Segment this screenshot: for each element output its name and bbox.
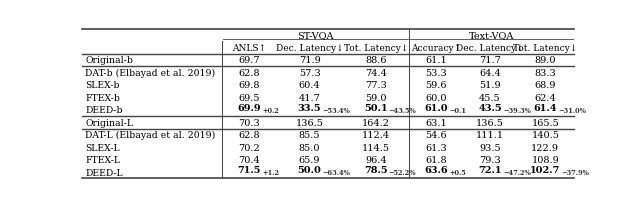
Text: SLEX-b: SLEX-b xyxy=(86,81,120,90)
Text: 53.3: 53.3 xyxy=(425,68,447,77)
Text: +0.2: +0.2 xyxy=(262,106,279,114)
Text: −37.9%: −37.9% xyxy=(561,168,589,176)
Text: 61.3: 61.3 xyxy=(425,143,447,152)
Text: 71.7: 71.7 xyxy=(479,56,501,65)
Text: 108.9: 108.9 xyxy=(531,156,559,164)
Text: 77.3: 77.3 xyxy=(365,81,387,90)
Text: 61.0: 61.0 xyxy=(424,103,448,112)
Text: 136.5: 136.5 xyxy=(296,118,324,127)
Text: Tot. Latency↓: Tot. Latency↓ xyxy=(513,44,577,53)
Text: 62.4: 62.4 xyxy=(534,93,556,102)
Text: 43.5: 43.5 xyxy=(478,103,502,112)
Text: Dec. Latency↓: Dec. Latency↓ xyxy=(456,44,524,53)
Text: 70.4: 70.4 xyxy=(239,156,260,164)
Text: Text-VQA: Text-VQA xyxy=(468,31,514,40)
Text: 69.5: 69.5 xyxy=(239,93,260,102)
Text: +0.5: +0.5 xyxy=(449,168,465,176)
Text: 164.2: 164.2 xyxy=(362,118,390,127)
Text: 74.4: 74.4 xyxy=(365,68,387,77)
Text: 57.3: 57.3 xyxy=(299,68,321,77)
Text: 60.4: 60.4 xyxy=(299,81,321,90)
Text: 61.4: 61.4 xyxy=(534,103,557,112)
Text: −0.1: −0.1 xyxy=(449,106,466,114)
Text: 85.5: 85.5 xyxy=(299,131,321,140)
Text: 71.9: 71.9 xyxy=(299,56,321,65)
Text: 114.5: 114.5 xyxy=(362,143,390,152)
Text: 71.5: 71.5 xyxy=(237,165,261,174)
Text: 59.0: 59.0 xyxy=(365,93,387,102)
Text: 112.4: 112.4 xyxy=(362,131,390,140)
Text: FTEX-b: FTEX-b xyxy=(86,93,120,102)
Text: 72.1: 72.1 xyxy=(478,165,502,174)
Text: 63.1: 63.1 xyxy=(425,118,447,127)
Text: 69.7: 69.7 xyxy=(239,56,260,65)
Text: 60.0: 60.0 xyxy=(425,93,447,102)
Text: 102.7: 102.7 xyxy=(530,165,561,174)
Text: −43.5%: −43.5% xyxy=(388,106,417,114)
Text: 122.9: 122.9 xyxy=(531,143,559,152)
Text: 51.9: 51.9 xyxy=(479,81,501,90)
Text: 62.8: 62.8 xyxy=(239,131,260,140)
Text: −52.2%: −52.2% xyxy=(388,168,416,176)
Text: 89.0: 89.0 xyxy=(534,56,556,65)
Text: DAT-L (Elbayad et al. 2019): DAT-L (Elbayad et al. 2019) xyxy=(86,131,216,140)
Text: ANLS↑: ANLS↑ xyxy=(232,44,266,53)
Text: 83.3: 83.3 xyxy=(534,68,556,77)
Text: Original-L: Original-L xyxy=(86,118,134,127)
Text: 70.3: 70.3 xyxy=(239,118,260,127)
Text: DEED-b: DEED-b xyxy=(86,106,123,115)
Text: −31.0%: −31.0% xyxy=(558,106,586,114)
Text: 65.9: 65.9 xyxy=(299,156,321,164)
Text: 69.8: 69.8 xyxy=(239,81,260,90)
Text: 85.0: 85.0 xyxy=(299,143,321,152)
Text: Accuracy↑: Accuracy↑ xyxy=(411,44,461,53)
Text: 61.8: 61.8 xyxy=(425,156,447,164)
Text: ST-VQA: ST-VQA xyxy=(298,31,334,40)
Text: FTEX-L: FTEX-L xyxy=(86,156,120,164)
Text: 93.5: 93.5 xyxy=(479,143,501,152)
Text: 69.9: 69.9 xyxy=(237,103,261,112)
Text: −53.4%: −53.4% xyxy=(323,106,350,114)
Text: 62.8: 62.8 xyxy=(239,68,260,77)
Text: 78.5: 78.5 xyxy=(364,165,388,174)
Text: Dec. Latency↓: Dec. Latency↓ xyxy=(276,44,344,53)
Text: 41.7: 41.7 xyxy=(299,93,321,102)
Text: 59.6: 59.6 xyxy=(425,81,447,90)
Text: 68.9: 68.9 xyxy=(534,81,556,90)
Text: −47.2%: −47.2% xyxy=(503,168,531,176)
Text: +1.2: +1.2 xyxy=(262,168,279,176)
Text: 79.3: 79.3 xyxy=(479,156,501,164)
Text: 140.5: 140.5 xyxy=(531,131,559,140)
Text: 50.0: 50.0 xyxy=(298,165,321,174)
Text: 45.5: 45.5 xyxy=(479,93,501,102)
Text: 136.5: 136.5 xyxy=(476,118,504,127)
Text: −63.4%: −63.4% xyxy=(323,168,350,176)
Text: 64.4: 64.4 xyxy=(479,68,501,77)
Text: 96.4: 96.4 xyxy=(365,156,387,164)
Text: 111.1: 111.1 xyxy=(476,131,504,140)
Text: DEED-L: DEED-L xyxy=(86,168,123,177)
Text: 54.6: 54.6 xyxy=(425,131,447,140)
Text: SLEX-L: SLEX-L xyxy=(86,143,120,152)
Text: Tot. Latency↓: Tot. Latency↓ xyxy=(344,44,408,53)
Text: 63.6: 63.6 xyxy=(424,165,448,174)
Text: 70.2: 70.2 xyxy=(239,143,260,152)
Text: 33.5: 33.5 xyxy=(298,103,321,112)
Text: 61.1: 61.1 xyxy=(425,56,447,65)
Text: Original-b: Original-b xyxy=(86,56,133,65)
Text: −39.3%: −39.3% xyxy=(503,106,531,114)
Text: 88.6: 88.6 xyxy=(365,56,387,65)
Text: 165.5: 165.5 xyxy=(531,118,559,127)
Text: DAT-b (Elbayad et al. 2019): DAT-b (Elbayad et al. 2019) xyxy=(86,68,216,77)
Text: 50.1: 50.1 xyxy=(364,103,388,112)
